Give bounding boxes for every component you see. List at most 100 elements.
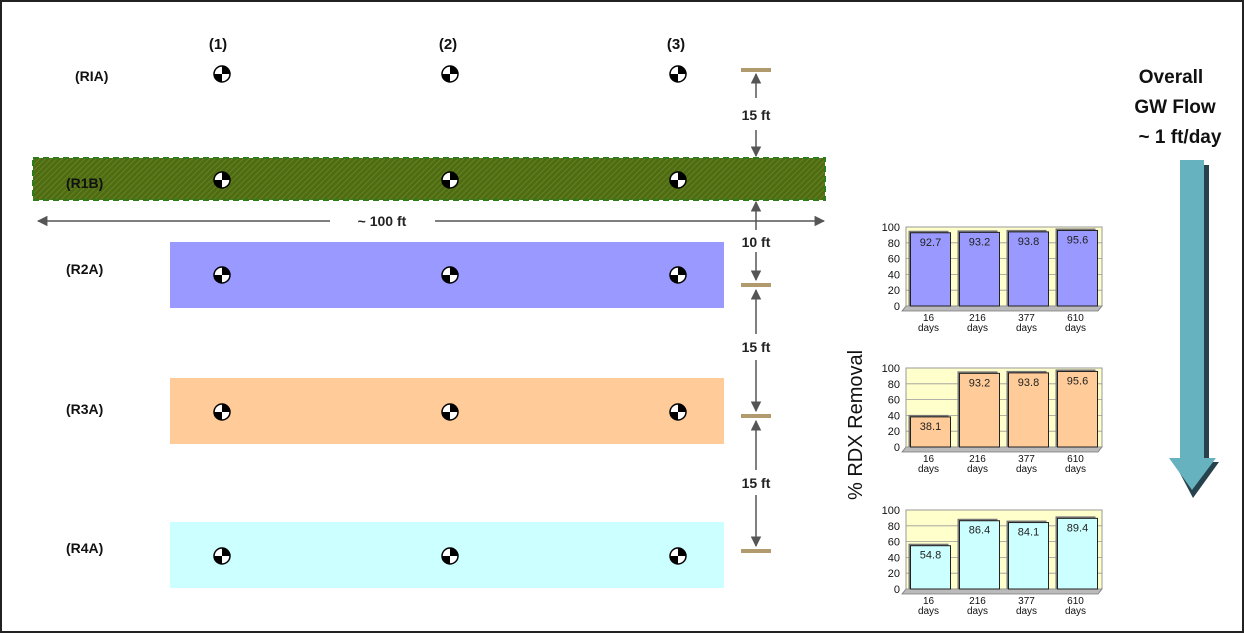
chart-data-label: 38.1 [920, 421, 941, 433]
chart-data-label: 95.6 [1067, 234, 1088, 246]
chart-floor [901, 305, 1103, 312]
chart-2: 02040608010038.116days93.2216days93.8377… [882, 363, 1103, 475]
flow-text-line-3: ~ 1 ft/day [1139, 127, 1222, 148]
chart-y-tick-label: 80 [888, 379, 900, 391]
chart-bar [1008, 231, 1049, 307]
chart-data-label: 54.8 [920, 550, 941, 562]
chart-data-label: 84.1 [1018, 527, 1039, 539]
row-label-r4a: (R4A) [66, 540, 103, 556]
chart-category-label: days [967, 323, 988, 334]
chart-bar [910, 545, 951, 590]
chart-category-label: 610 [1067, 596, 1084, 607]
chart-bar [959, 372, 1000, 448]
row-label-r1b: (R1B) [66, 175, 103, 191]
chart-3: 02040608010054.816days86.4216days84.1377… [882, 505, 1103, 617]
chart-category-label: days [918, 323, 939, 334]
chart-category-label: 16 [923, 454, 935, 465]
flow-arrow-body [1169, 160, 1216, 490]
chart-category-label: 610 [1067, 313, 1084, 324]
chart-bar [910, 232, 951, 307]
well-icon [441, 266, 459, 284]
chart-data-label: 92.7 [920, 237, 941, 249]
well-icon [213, 65, 231, 83]
column-header-1: (1) [209, 36, 227, 53]
well-icon [669, 547, 687, 565]
well-icon [213, 547, 231, 565]
chart-data-label: 93.8 [1018, 377, 1039, 389]
well-icon [669, 65, 687, 83]
flow-text-line-1: Overall [1139, 67, 1203, 88]
chart-floor [901, 446, 1103, 453]
well-icon [213, 266, 231, 284]
chart-y-tick-label: 20 [888, 568, 900, 580]
chart-category-label: days [1016, 606, 1037, 617]
chart-y-tick-label: 80 [888, 521, 900, 533]
chart-bar [1008, 522, 1049, 590]
spacing-label-3: 15 ft [742, 339, 771, 355]
chart-y-tick-label: 40 [888, 410, 900, 422]
marker-bar-ria [741, 68, 771, 72]
chart-y-tick-label: 60 [888, 395, 900, 407]
chart-bar [1008, 372, 1049, 448]
chart-y-tick-label: 80 [888, 238, 900, 250]
well-icon [441, 547, 459, 565]
chart-category-label: days [918, 606, 939, 617]
chart-bar [910, 416, 951, 448]
chart-category-label: days [967, 464, 988, 475]
chart-bar [1057, 370, 1098, 448]
column-header-2: (2) [439, 36, 457, 53]
chart-category-label: days [1065, 606, 1086, 617]
rdx-removal-axis-label: % RDX Removal [845, 350, 867, 500]
marker-bar-r4a [741, 549, 771, 553]
chart-category-label: days [1065, 323, 1086, 334]
chart-y-tick-label: 20 [888, 426, 900, 438]
chart-data-label: 95.6 [1067, 375, 1088, 387]
chart-category-label: days [967, 606, 988, 617]
chart-category-label: days [1016, 323, 1037, 334]
spacing-label-4: 15 ft [742, 475, 771, 491]
chart-y-tick-label: 20 [888, 285, 900, 297]
width-label: ~ 100 ft [358, 213, 407, 229]
chart-1: 02040608010092.716days93.2216days93.8377… [882, 222, 1103, 334]
chart-category-label: 377 [1018, 596, 1035, 607]
chart-y-tick-label: 100 [882, 222, 900, 234]
chart-y-tick-label: 100 [882, 505, 900, 517]
row-label-r2a: (R2A) [66, 261, 103, 277]
chart-bar [1057, 229, 1098, 307]
chart-data-label: 93.2 [969, 377, 990, 389]
chart-y-tick-label: 0 [894, 584, 900, 596]
spacing-markers: 15 ft 10 ft 15 ft 15 ft [741, 68, 771, 553]
chart-floor [901, 588, 1103, 595]
chart-category-label: days [1016, 464, 1037, 475]
chart-y-tick-label: 0 [894, 301, 900, 313]
flow-text-line-2: GW Flow [1134, 97, 1215, 118]
chart-y-tick-label: 40 [888, 552, 900, 564]
chart-category-label: 216 [969, 313, 986, 324]
chart-data-label: 86.4 [969, 525, 990, 537]
marker-bar-r3a [741, 414, 771, 418]
chart-category-label: 610 [1067, 454, 1084, 465]
chart-category-label: days [1065, 464, 1086, 475]
chart-y-tick-label: 0 [894, 442, 900, 454]
row-label-ria: (RIA) [75, 68, 108, 84]
well-icon [669, 171, 687, 189]
chart-y-tick-label: 60 [888, 254, 900, 266]
well-icon [669, 266, 687, 284]
marker-bar-r2a [741, 283, 771, 287]
chart-category-label: 377 [1018, 313, 1035, 324]
well-icon [441, 403, 459, 421]
chart-category-label: 216 [969, 454, 986, 465]
spacing-label-1: 15 ft [742, 107, 771, 123]
well-icon [441, 65, 459, 83]
well-symbols [213, 65, 687, 565]
chart-bar [959, 520, 1000, 590]
chart-bar [1057, 517, 1098, 590]
chart-category-label: 216 [969, 596, 986, 607]
chart-category-label: days [918, 464, 939, 475]
well-icon [441, 171, 459, 189]
well-icon [213, 403, 231, 421]
chart-category-label: 16 [923, 313, 935, 324]
